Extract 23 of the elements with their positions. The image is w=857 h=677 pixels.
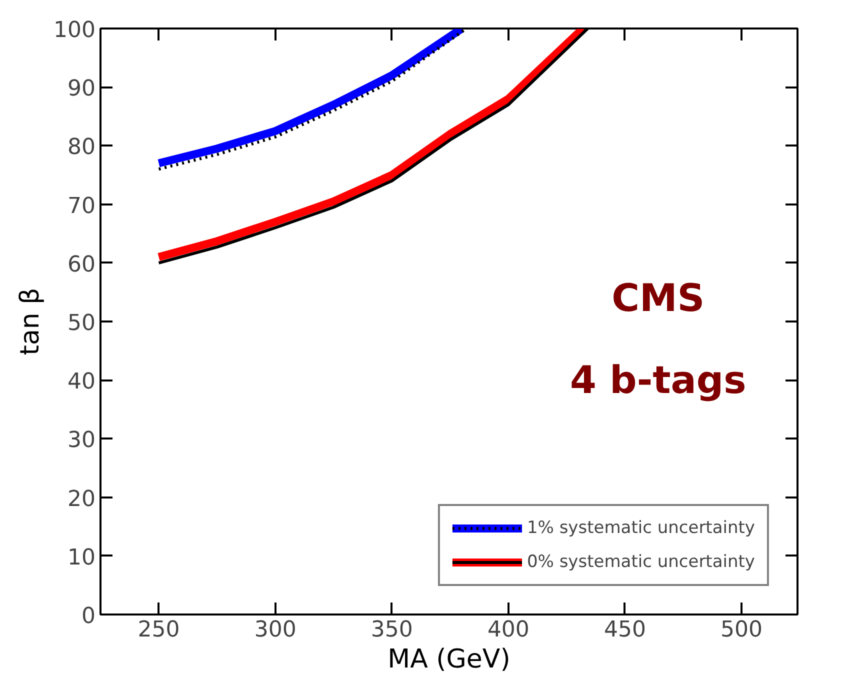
- y-tick-label: 0: [82, 604, 96, 629]
- x-tick-label: 500: [720, 618, 763, 642]
- y-tick-label: 60: [68, 252, 96, 278]
- y-tick-label: 100: [54, 18, 96, 43]
- x-tick-label: 300: [254, 618, 296, 642]
- x-tick-label: 350: [370, 618, 413, 642]
- annotation: CMS: [612, 276, 705, 320]
- y-tick-label: 10: [68, 545, 96, 570]
- x-tick-label: 400: [487, 618, 530, 642]
- x-axis-title: MA (GeV): [388, 644, 510, 674]
- legend-label: 0% systematic uncertainty: [526, 552, 755, 572]
- y-tick-label: 30: [68, 428, 96, 454]
- y-tick-label: 20: [68, 486, 96, 512]
- x-tick-label: 450: [604, 618, 646, 642]
- y-tick-label: 90: [68, 76, 96, 102]
- y-tick-label: 40: [68, 370, 96, 395]
- y-tick-label: 70: [68, 194, 96, 219]
- legend-label: 1% systematic uncertainty: [526, 518, 755, 538]
- y-tick-label: 80: [68, 135, 96, 160]
- y-tick-label: 50: [68, 311, 96, 336]
- annotation: 4 b-tags: [570, 358, 746, 402]
- x-tick-label: 250: [138, 618, 180, 642]
- y-axis-title: tan β: [16, 288, 46, 356]
